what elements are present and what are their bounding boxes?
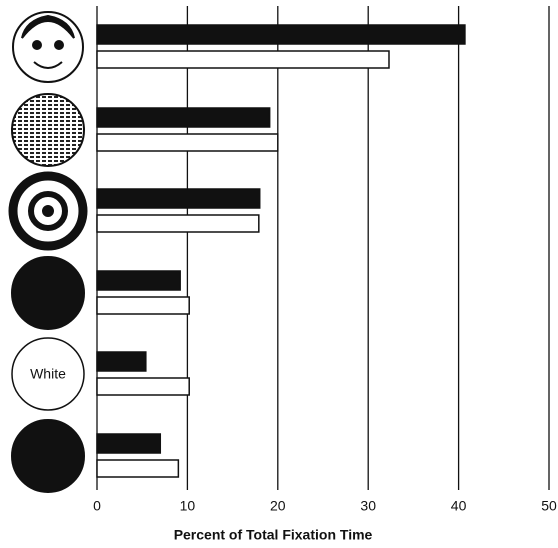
face-hair	[21, 14, 75, 39]
bar	[96, 214, 260, 233]
bar	[96, 24, 466, 45]
bar	[96, 296, 190, 315]
red-disc-icon	[11, 256, 85, 330]
bar	[96, 50, 390, 69]
x-tick-label: 20	[270, 498, 286, 514]
bar	[96, 188, 261, 209]
face-mouth	[33, 61, 63, 69]
stimulus-icons	[8, 11, 88, 493]
x-tick-label: 30	[360, 498, 376, 514]
bar	[96, 433, 162, 454]
bullseye-center	[42, 205, 54, 217]
category-label: White	[30, 366, 66, 382]
x-axis-title: Percent of Total Fixation Time	[174, 527, 373, 543]
newsprint-icon	[11, 93, 85, 167]
face-icon	[12, 11, 84, 83]
bar	[96, 351, 147, 372]
face-eye	[54, 40, 64, 50]
x-tick-label: 10	[180, 498, 196, 514]
bar	[96, 107, 271, 128]
x-tick-label: 40	[451, 498, 467, 514]
bar	[96, 459, 180, 478]
white-disc-icon	[11, 337, 85, 411]
bar	[96, 377, 190, 396]
face-eye	[32, 40, 42, 50]
bar	[96, 270, 181, 291]
x-tick-label: 0	[93, 498, 101, 514]
x-tick-label: 50	[541, 498, 557, 514]
bar	[96, 133, 279, 152]
yellow-disc-icon	[11, 419, 85, 493]
